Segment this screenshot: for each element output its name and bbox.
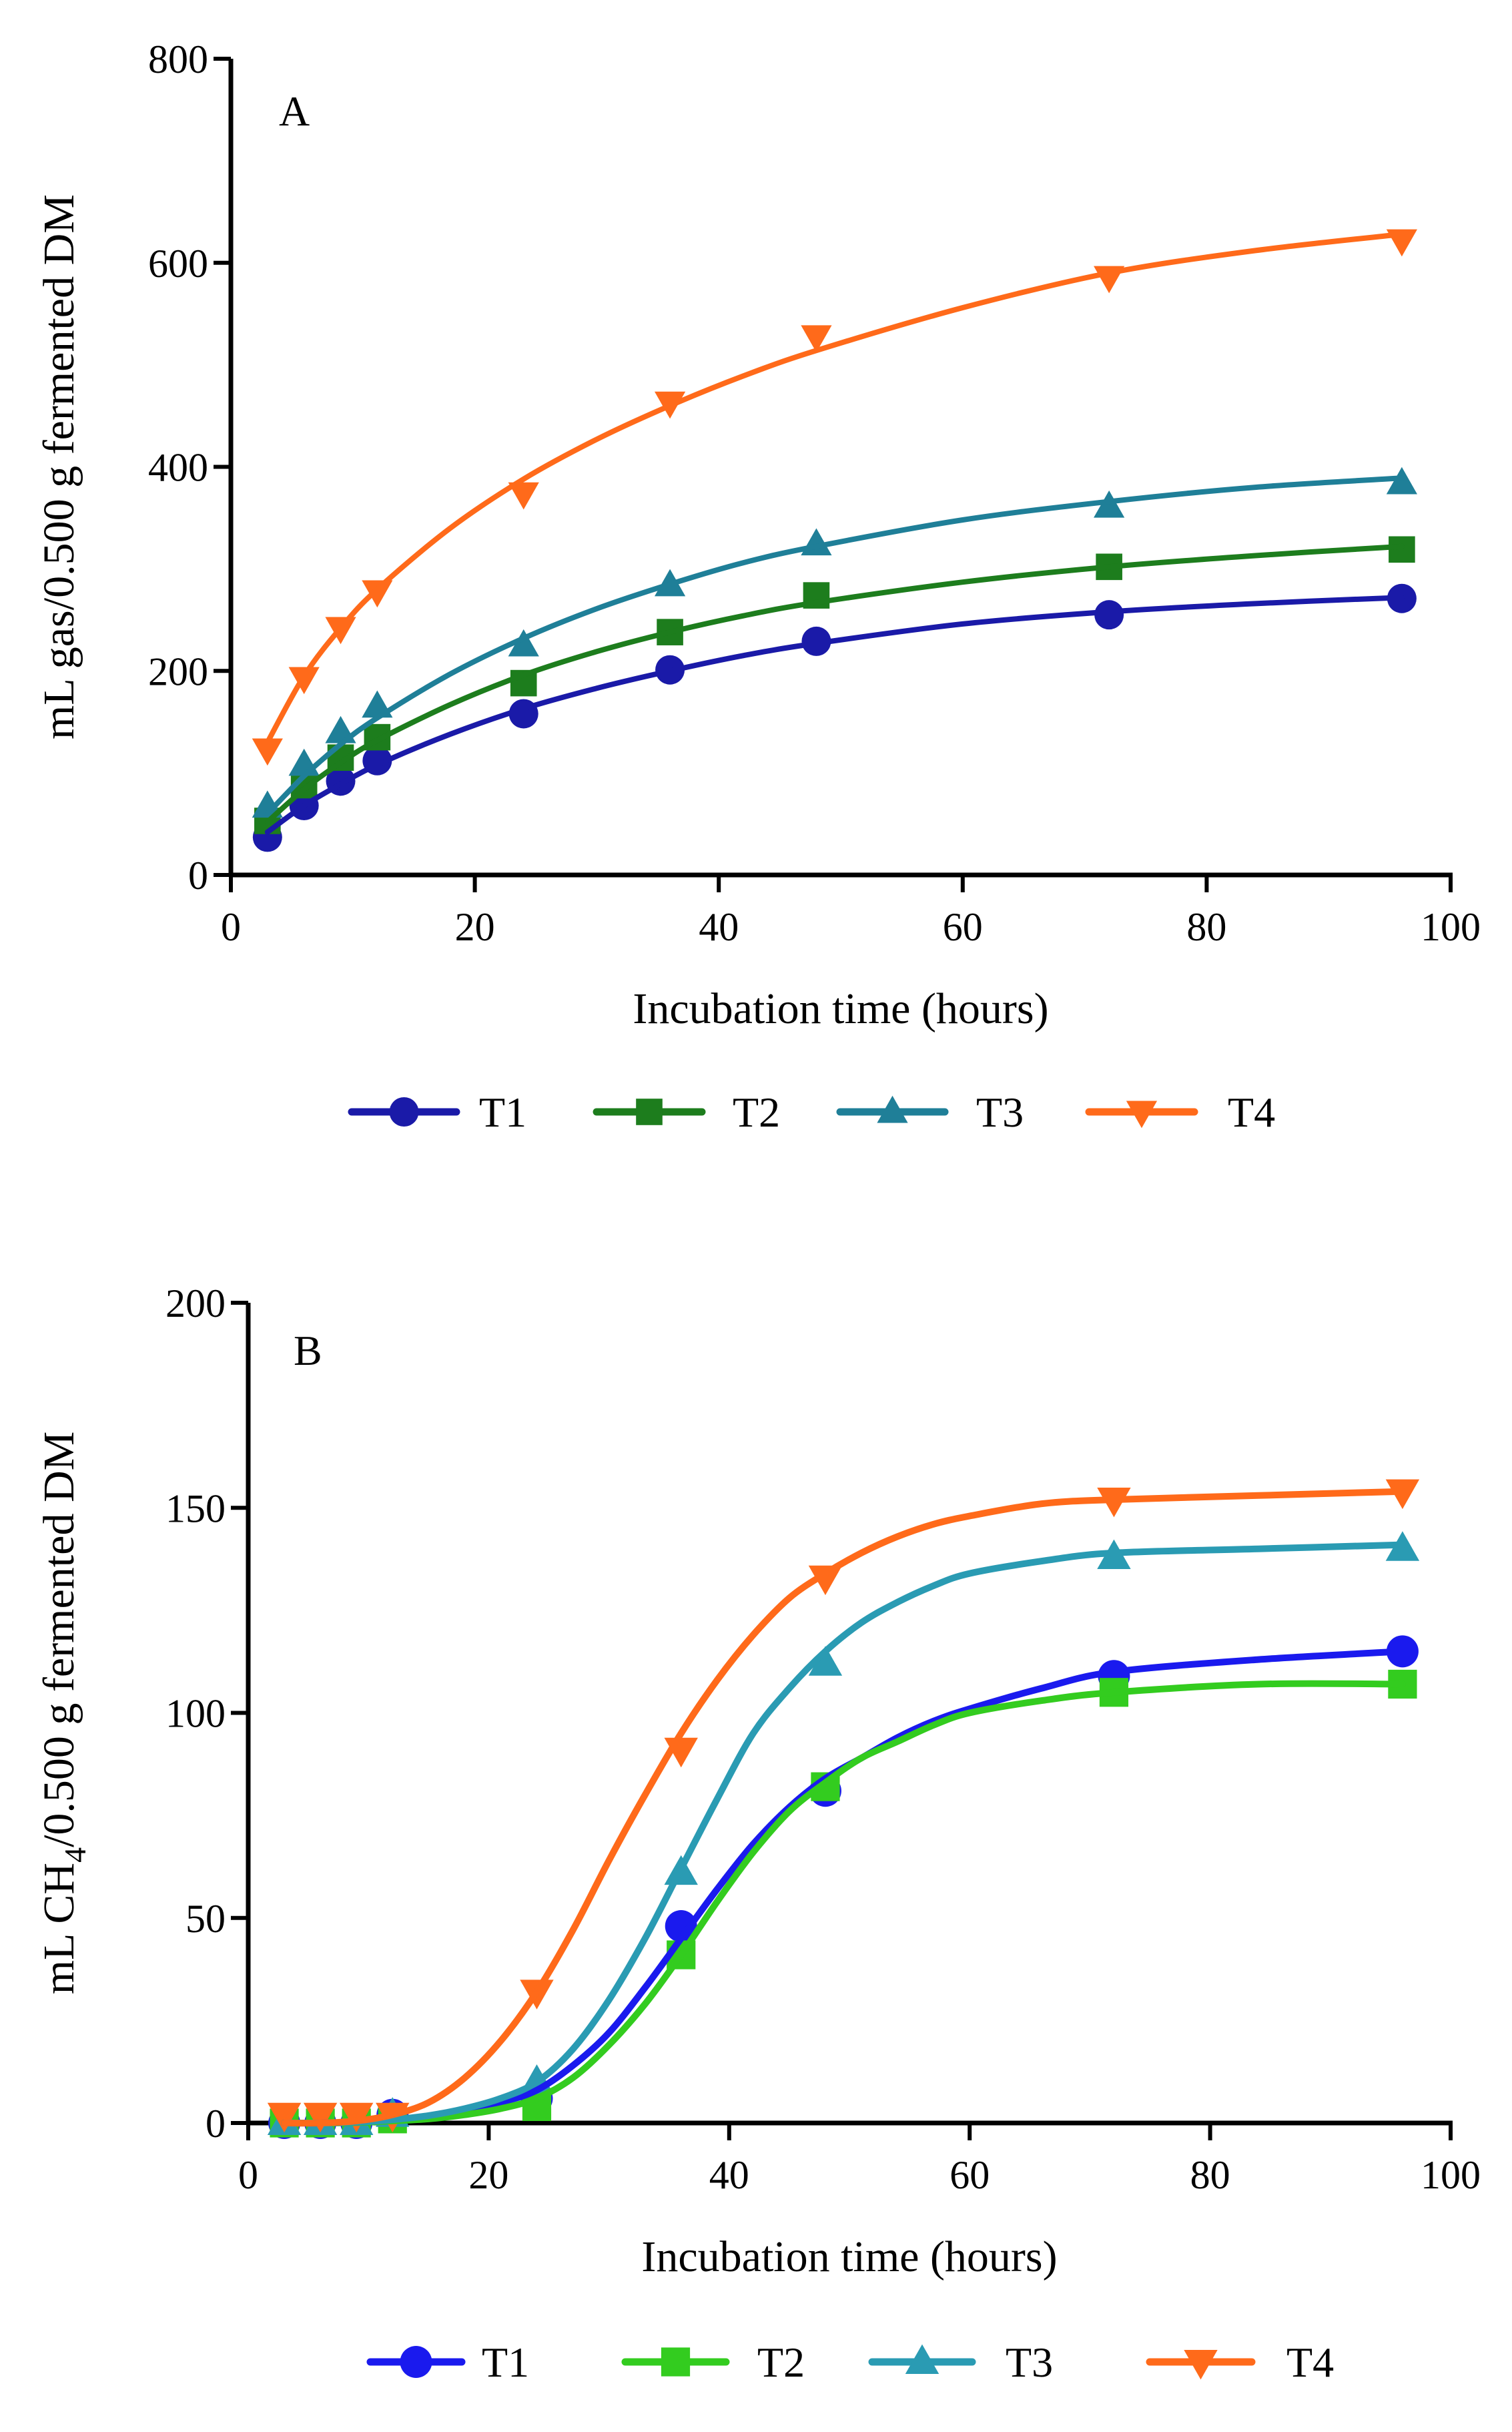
y-axis-label-pre: mL CH	[35, 1863, 83, 1994]
x-tick-label: 0	[221, 905, 241, 949]
data-point	[808, 1646, 843, 1676]
x-tick-label: 100	[1421, 905, 1481, 949]
x-tick-label: 100	[1421, 2153, 1481, 2197]
legend-item-t1: T1	[366, 2339, 529, 2386]
y-axis-label: mL gas/0.500 g fermented DM	[35, 194, 83, 739]
data-point	[665, 1910, 697, 1943]
data-point	[267, 2102, 302, 2133]
x-tick-label: 80	[1186, 905, 1226, 949]
data-point	[508, 482, 539, 510]
legend-item-t2: T2	[621, 2339, 805, 2386]
legend-label: T2	[733, 1089, 780, 1136]
fit-line-t1	[264, 595, 1405, 835]
data-point	[1094, 600, 1124, 630]
y-axis-label-post: /0.500 g fermented DM	[35, 1432, 83, 1847]
fit-line-t2	[281, 1680, 1406, 2127]
fit-line-t1	[281, 1648, 1406, 2127]
fit-curves	[281, 1488, 1406, 2127]
legend-item-t4: T4	[1146, 2339, 1334, 2386]
series-t2-markers	[270, 1669, 1417, 2138]
legend-marker	[400, 2346, 432, 2378]
legend-label: T4	[1286, 2339, 1334, 2386]
data-point	[508, 629, 539, 657]
legend-marker	[636, 1099, 663, 1125]
legend-label: T3	[976, 1089, 1024, 1136]
legend-item-t3: T3	[836, 1089, 1024, 1136]
legend-label: T2	[757, 2339, 805, 2386]
legend-item-t1: T1	[348, 1089, 526, 1136]
legend-item-t2: T2	[593, 1089, 780, 1136]
x-tick-label: 40	[709, 2153, 749, 2197]
x-tick-label: 80	[1190, 2153, 1230, 2197]
y-tick-label: 600	[148, 242, 208, 286]
data-point	[362, 580, 393, 608]
y-tick-label: 0	[206, 2102, 226, 2146]
chart-panel-b: B 0 50 100 150 200 0 20 40 60 80 100 Incubation tim…	[35, 1281, 1481, 2386]
fit-line-t3	[264, 475, 1405, 817]
y-tick-label: 0	[188, 854, 208, 898]
data-point	[801, 325, 832, 353]
y-tick-label: 200	[165, 1281, 226, 1325]
legend-marker	[905, 2344, 939, 2374]
x-tick-label: 60	[950, 2153, 990, 2197]
chart-panel-a: A 0 200 400 600 800 0 20 40 60 80 100 Incubation ti…	[35, 37, 1481, 1136]
panel-letter-b: B	[294, 1327, 322, 1374]
legend-item-t3: T3	[868, 2339, 1053, 2386]
series-t1-markers	[268, 1635, 1419, 2139]
data-point	[288, 748, 320, 776]
x-tick-label: 0	[238, 2153, 258, 2197]
x-tick-label: 20	[468, 2153, 508, 2197]
fit-line-t2	[264, 543, 1405, 825]
data-point	[252, 738, 283, 766]
legend-item-t4: T4	[1085, 1089, 1275, 1136]
fit-line-t3	[281, 1541, 1406, 2127]
legend-label: T1	[479, 1089, 526, 1136]
y-tick-label: 100	[165, 1692, 226, 1736]
series-t4-markers	[267, 1479, 1420, 2133]
legend-marker	[661, 2347, 691, 2377]
data-point	[303, 2102, 338, 2133]
y-tick-label: 150	[165, 1486, 226, 1530]
x-tick-label: 40	[699, 905, 739, 949]
x-axis-label: Incubation time (hours)	[641, 2232, 1057, 2281]
legend-marker	[1126, 1101, 1158, 1129]
series-t3-markers	[267, 1531, 1420, 2135]
data-point	[252, 790, 283, 818]
fit-curves	[264, 231, 1405, 835]
legend: T1 T2 T3 T4	[348, 1089, 1275, 1136]
data-point	[808, 1565, 843, 1596]
x-axis-label: Incubation time (hours)	[633, 984, 1048, 1033]
panel-letter-a: A	[279, 87, 310, 135]
y-axis-label: mL CH4/0.500 g fermented DM	[35, 1432, 92, 1995]
fit-line-t4	[264, 231, 1405, 745]
legend-marker	[389, 1097, 419, 1127]
legend: T1 T2 T3 T4	[366, 2339, 1334, 2386]
y-axis-label-subscript: 4	[58, 1847, 92, 1863]
legend-label: T4	[1228, 1089, 1275, 1136]
fit-line-t4	[281, 1488, 1406, 2127]
y-tick-label: 800	[148, 37, 208, 81]
legend-label: T1	[482, 2339, 529, 2386]
legend-marker	[877, 1095, 908, 1123]
y-tick-label: 200	[148, 649, 208, 693]
y-tick-label: 50	[185, 1897, 226, 1941]
legend-label: T3	[1006, 2339, 1053, 2386]
y-tick-label: 400	[148, 446, 208, 490]
x-tick-label: 20	[455, 905, 495, 949]
legend-marker	[1184, 2350, 1218, 2380]
x-tick-label: 60	[943, 905, 983, 949]
